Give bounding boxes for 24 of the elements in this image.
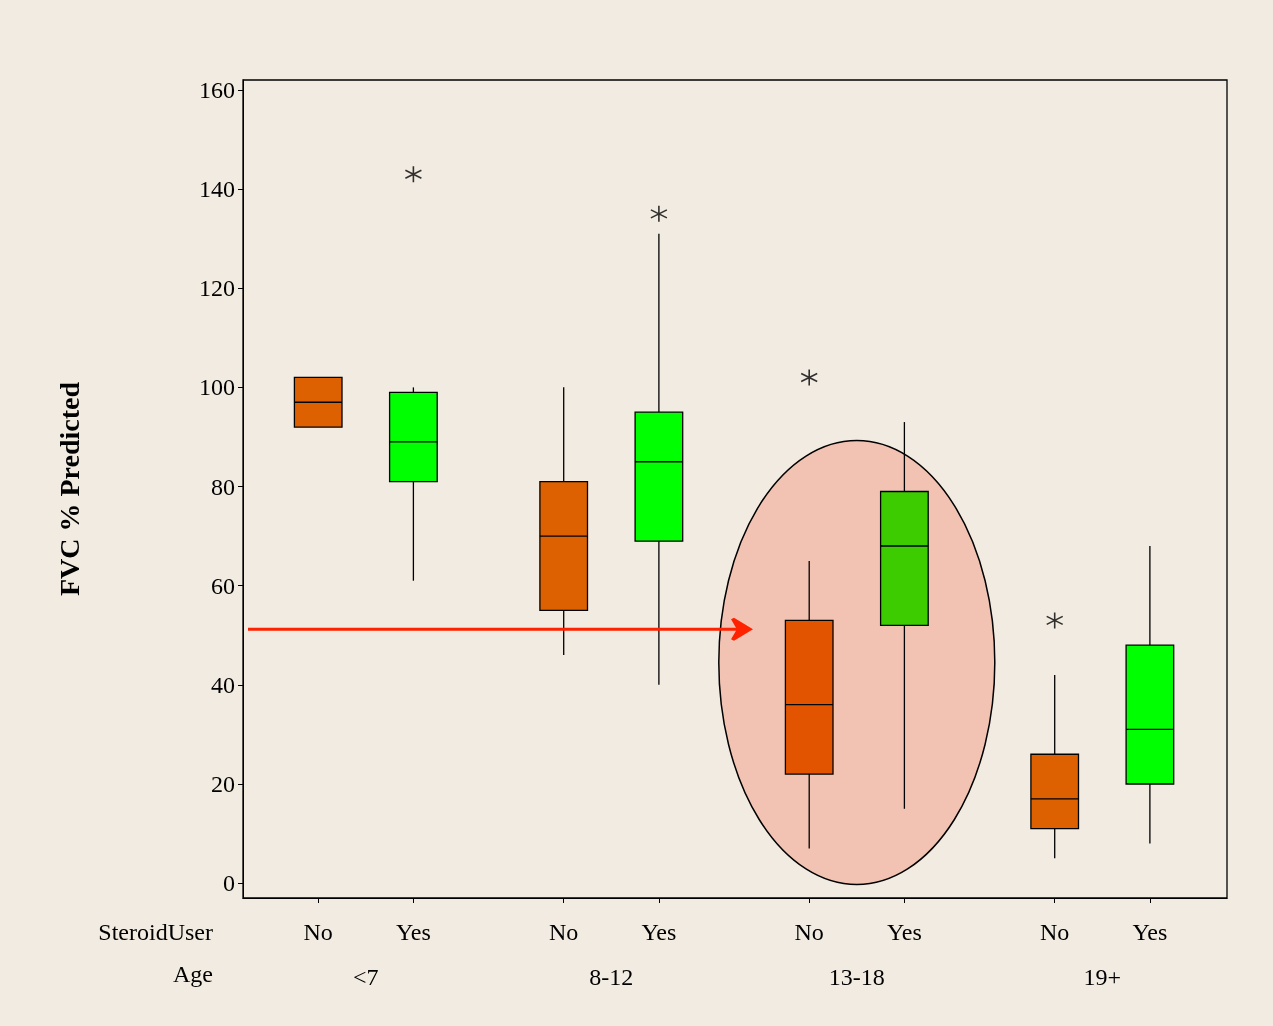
- x-tick-label: Yes: [1132, 919, 1168, 945]
- x-tick-label: No: [1040, 919, 1070, 945]
- y-tick-label: 60: [211, 572, 235, 599]
- x-tick-label: No: [794, 919, 824, 945]
- text: Age: [173, 961, 213, 987]
- y-tick-label: 120: [199, 275, 235, 302]
- y-tick-label: 100: [199, 374, 235, 401]
- x-tick-label: Yes: [886, 919, 922, 945]
- x-tick-label: Yes: [395, 919, 431, 945]
- x-tick-label: No: [549, 919, 579, 945]
- text: <7: [353, 964, 379, 990]
- text: 8-12: [589, 964, 634, 990]
- y-tick-label: 160: [199, 76, 235, 103]
- y-tick-label: 20: [211, 770, 235, 797]
- y-tick-label: 40: [211, 671, 235, 698]
- y-tick-label: 140: [199, 176, 235, 203]
- text: 13-18: [828, 964, 885, 990]
- y-tick-label: 0: [223, 870, 235, 897]
- y-axis-title: FVC % Predicted: [53, 381, 85, 597]
- text: 19+: [1083, 964, 1122, 990]
- x-tick-label: Yes: [641, 919, 677, 945]
- x-tick-label: No: [303, 919, 333, 945]
- text: SteroidUser: [98, 919, 213, 945]
- y-tick-label: 80: [211, 473, 235, 500]
